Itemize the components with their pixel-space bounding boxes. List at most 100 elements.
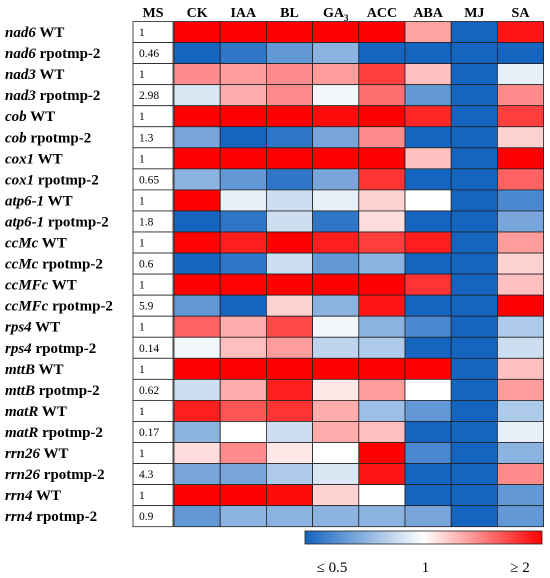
heatmap-cell-sa: [496, 231, 544, 254]
heatmap-cell-aba: [404, 463, 452, 485]
heatmap-cell-sa: [496, 126, 544, 149]
row-label: nad6 rpotmp-2: [5, 46, 100, 62]
heatmap-cell-ck: [173, 84, 221, 107]
ms-column: 1 0.46 1 2.98 1 1.3 1 0.65 1 1.8 1 0.6 1 5.9 1 0.14 1 0.6…: [132, 21, 174, 528]
heatmap-cell-ck: [173, 357, 221, 380]
row-genotype: rpotmp-2: [40, 467, 105, 483]
heatmap-cell-aba: [404, 378, 452, 401]
row-genotype: WT: [44, 193, 72, 209]
row-label: cob rpotmp-2: [5, 130, 91, 146]
heatmap-cell-ga: [312, 168, 360, 191]
heatmap-cell-iaa: [219, 336, 267, 359]
heatmap-cell-iaa: [219, 421, 267, 443]
heatmap-cell-bl: [265, 505, 313, 528]
heatmap-cell-ck: [173, 210, 221, 233]
heatmap-cell-sa: [496, 399, 544, 422]
ms-value: 0.9: [139, 511, 154, 523]
heatmap-cell-ga: [312, 421, 360, 443]
heatmap-cell-bl: [265, 231, 313, 254]
heatmap-cell-ga: [312, 357, 360, 380]
row-genotype: rpotmp-2: [33, 509, 98, 525]
heatmap-cell-ga: [312, 378, 360, 401]
ga-subscript: 3: [344, 13, 349, 23]
row-label: atp6-1 rpotmp-2: [5, 214, 109, 230]
heatmap-cell-sa: [496, 378, 544, 401]
heatmap-cell-aba: [404, 231, 452, 254]
row-label: nad3 rpotmp-2: [5, 88, 100, 104]
row-label: ccMc WT: [5, 236, 67, 252]
row-gene: rps4: [5, 320, 32, 336]
row-gene: rps4: [5, 341, 32, 357]
ms-value: 1: [139, 448, 145, 460]
heatmap-cell-bl: [265, 463, 313, 485]
row-label: matR WT: [5, 404, 67, 420]
heatmap-cell-ga: [312, 484, 360, 507]
row-genotype: WT: [34, 151, 62, 167]
row-label: rrn4 rpotmp-2: [5, 509, 97, 525]
heatmap-cell-iaa: [219, 168, 267, 191]
heatmap-cell-iaa: [219, 63, 267, 86]
row-genotype: rpotmp-2: [36, 46, 101, 62]
heatmap-cell-bl: [265, 252, 313, 275]
row-genotype: rpotmp-2: [44, 214, 109, 230]
heatmap-cell-ck: [173, 147, 221, 170]
heatmap-cell-iaa: [219, 357, 267, 380]
heatmap-cell-acc: [358, 336, 406, 359]
heatmap-cell-mj: [450, 378, 498, 401]
heatmap-cell-ga: [312, 463, 360, 485]
row-gene: atp6-1: [5, 214, 44, 230]
heatmap-cell-bl: [265, 84, 313, 107]
heatmap-cell-ga: [312, 126, 360, 149]
heatmap-cell-iaa: [219, 463, 267, 485]
colorbar: ≤ 0.5 1 ≥ 2: [304, 530, 543, 576]
row-genotype: rpotmp-2: [48, 299, 113, 315]
ms-value: 1: [139, 195, 145, 207]
heatmap-cell-bl: [265, 189, 313, 212]
heatmap-cell-sa: [496, 63, 544, 86]
heatmap-cell-bl: [265, 484, 313, 507]
heatmap-cell-ga: [312, 505, 360, 528]
heatmap-cell-mj: [450, 21, 498, 43]
heatmap-cell-aba: [404, 484, 452, 507]
heatmap-cell-iaa: [219, 505, 267, 528]
heatmap-cell-aba: [404, 42, 452, 64]
heatmap-cell-mj: [450, 231, 498, 254]
heatmap-cell-iaa: [219, 189, 267, 212]
heatmap-cell-ck: [173, 484, 221, 507]
row-genotype: WT: [48, 278, 76, 294]
ms-value: 4.3: [139, 469, 154, 481]
heatmap-cell-ck: [173, 315, 221, 338]
heatmap-cell-sa: [496, 484, 544, 507]
heatmap-cell-ga: [312, 399, 360, 422]
column-header-acc: ACC: [367, 6, 397, 21]
ms-value: 1: [139, 111, 145, 123]
heatmap-cell-ck: [173, 63, 221, 86]
row-gene: ccMFc: [5, 299, 49, 315]
heatmap-cell-acc: [358, 463, 406, 485]
ms-value: 1: [139, 238, 145, 250]
heatmap-cell-mj: [450, 442, 498, 464]
row-label: rps4 rpotmp-2: [5, 341, 96, 357]
heatmap-cell-aba: [404, 357, 452, 380]
heatmap-cell-aba: [404, 21, 452, 43]
row-gene: rrn4: [5, 509, 33, 525]
heatmap-cell-mj: [450, 399, 498, 422]
heatmap-cell-ga: [312, 294, 360, 317]
heatmap-cell-iaa: [219, 231, 267, 254]
ms-value: 1: [139, 153, 145, 165]
heatmap-cell-iaa: [219, 294, 267, 317]
heatmap-cell-acc: [358, 442, 406, 464]
heatmap-cell-bl: [265, 442, 313, 464]
heatmap-cell-sa: [496, 463, 544, 485]
heatmap-cell-sa: [496, 357, 544, 380]
heatmap-cell-acc: [358, 63, 406, 86]
heatmap-cell-bl: [265, 315, 313, 338]
heatmap-cell-iaa: [219, 273, 267, 296]
heatmap-cell-aba: [404, 399, 452, 422]
heatmap-cell-ck: [173, 21, 221, 43]
row-gene: ccMc: [5, 236, 39, 252]
heatmap-cell-aba: [404, 442, 452, 464]
heatmap-cell-acc: [358, 315, 406, 338]
row-gene: rrn26: [5, 467, 41, 483]
